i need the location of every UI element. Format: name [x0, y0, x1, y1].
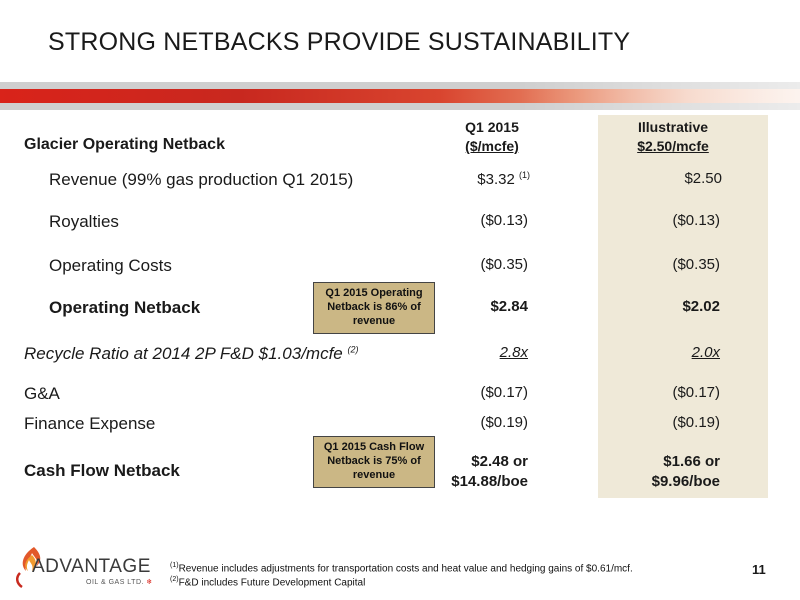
cash-flow-netback-callout: Q1 2015 Cash Flow Netback is 75% of reve…: [313, 436, 435, 488]
row-label: Operating Costs: [49, 256, 172, 275]
col1-header: Q1 2015 ($/mcfe): [465, 119, 519, 154]
header-fade: [520, 82, 800, 110]
row-col1: ($0.17): [480, 384, 528, 401]
table-row-royalties: Royalties ($0.13) ($0.13): [0, 212, 800, 242]
illustrative-column-highlight: [598, 115, 768, 498]
section-label: Glacier Operating Netback: [24, 136, 225, 153]
table-row-finance-expense: Finance Expense ($0.19) ($0.19): [0, 414, 800, 444]
row-col1: ($0.19): [480, 414, 528, 431]
row-label: Finance Expense: [24, 414, 156, 433]
footnote-2: (2)F&D includes Future Development Capit…: [170, 576, 366, 589]
row-col2: $1.66 or $9.96/boe: [651, 453, 720, 490]
logo-subtitle: OIL & GAS LTD. ❄: [86, 579, 153, 586]
table-row-recycle-ratio: Recycle Ratio at 2014 2P F&D $1.03/mcfe …: [0, 344, 800, 374]
row-col2: ($0.17): [672, 384, 720, 401]
row-label: Cash Flow Netback: [24, 461, 180, 480]
table-row-g-and-a: G&A ($0.17) ($0.17): [0, 384, 800, 414]
table-row-revenue: Revenue (99% gas production Q1 2015) $3.…: [0, 170, 800, 200]
table-row-cash-flow-netback: Cash Flow Netback $2.48 or $14.88/boe $1…: [0, 452, 800, 496]
footnote-1: (1)Revenue includes adjustments for tran…: [170, 562, 633, 575]
table-row-operating-netback: Operating Netback $2.84 $2.02: [0, 298, 800, 328]
operating-netback-callout: Q1 2015 Operating Netback is 86% of reve…: [313, 282, 435, 334]
row-label: Operating Netback: [49, 298, 201, 317]
row-col2: $2.50: [684, 170, 722, 187]
row-col2: ($0.35): [672, 256, 720, 273]
row-col1: $2.48 or $14.88/boe: [451, 453, 528, 490]
slide-title: STRONG NETBACKS PROVIDE SUSTAINABILITY: [48, 28, 631, 56]
row-col1: 2.8x: [499, 344, 528, 361]
row-col1: ($0.35): [480, 256, 528, 273]
row-label: Royalties: [49, 212, 119, 231]
col2-header: Illustrative $2.50/mcfe: [637, 119, 709, 154]
page-number: 11: [752, 562, 766, 577]
row-label: Revenue (99% gas production Q1 2015): [49, 170, 354, 189]
logo-wordmark: ADVANTAGE: [32, 556, 151, 577]
advantage-logo-flame-icon: [16, 547, 41, 589]
row-col1: $3.32 (1): [477, 170, 530, 188]
row-label: Recycle Ratio at 2014 2P F&D $1.03/mcfe …: [24, 344, 359, 363]
row-label: G&A: [24, 384, 60, 403]
table-row-operating-costs: Operating Costs ($0.35) ($0.35): [0, 256, 800, 286]
row-col2: ($0.13): [672, 212, 720, 229]
row-col2: ($0.19): [672, 414, 720, 431]
row-col1: $2.84: [490, 298, 528, 315]
row-col2: $2.02: [682, 298, 720, 315]
row-col1: ($0.13): [480, 212, 528, 229]
row-col2: 2.0x: [691, 344, 720, 361]
